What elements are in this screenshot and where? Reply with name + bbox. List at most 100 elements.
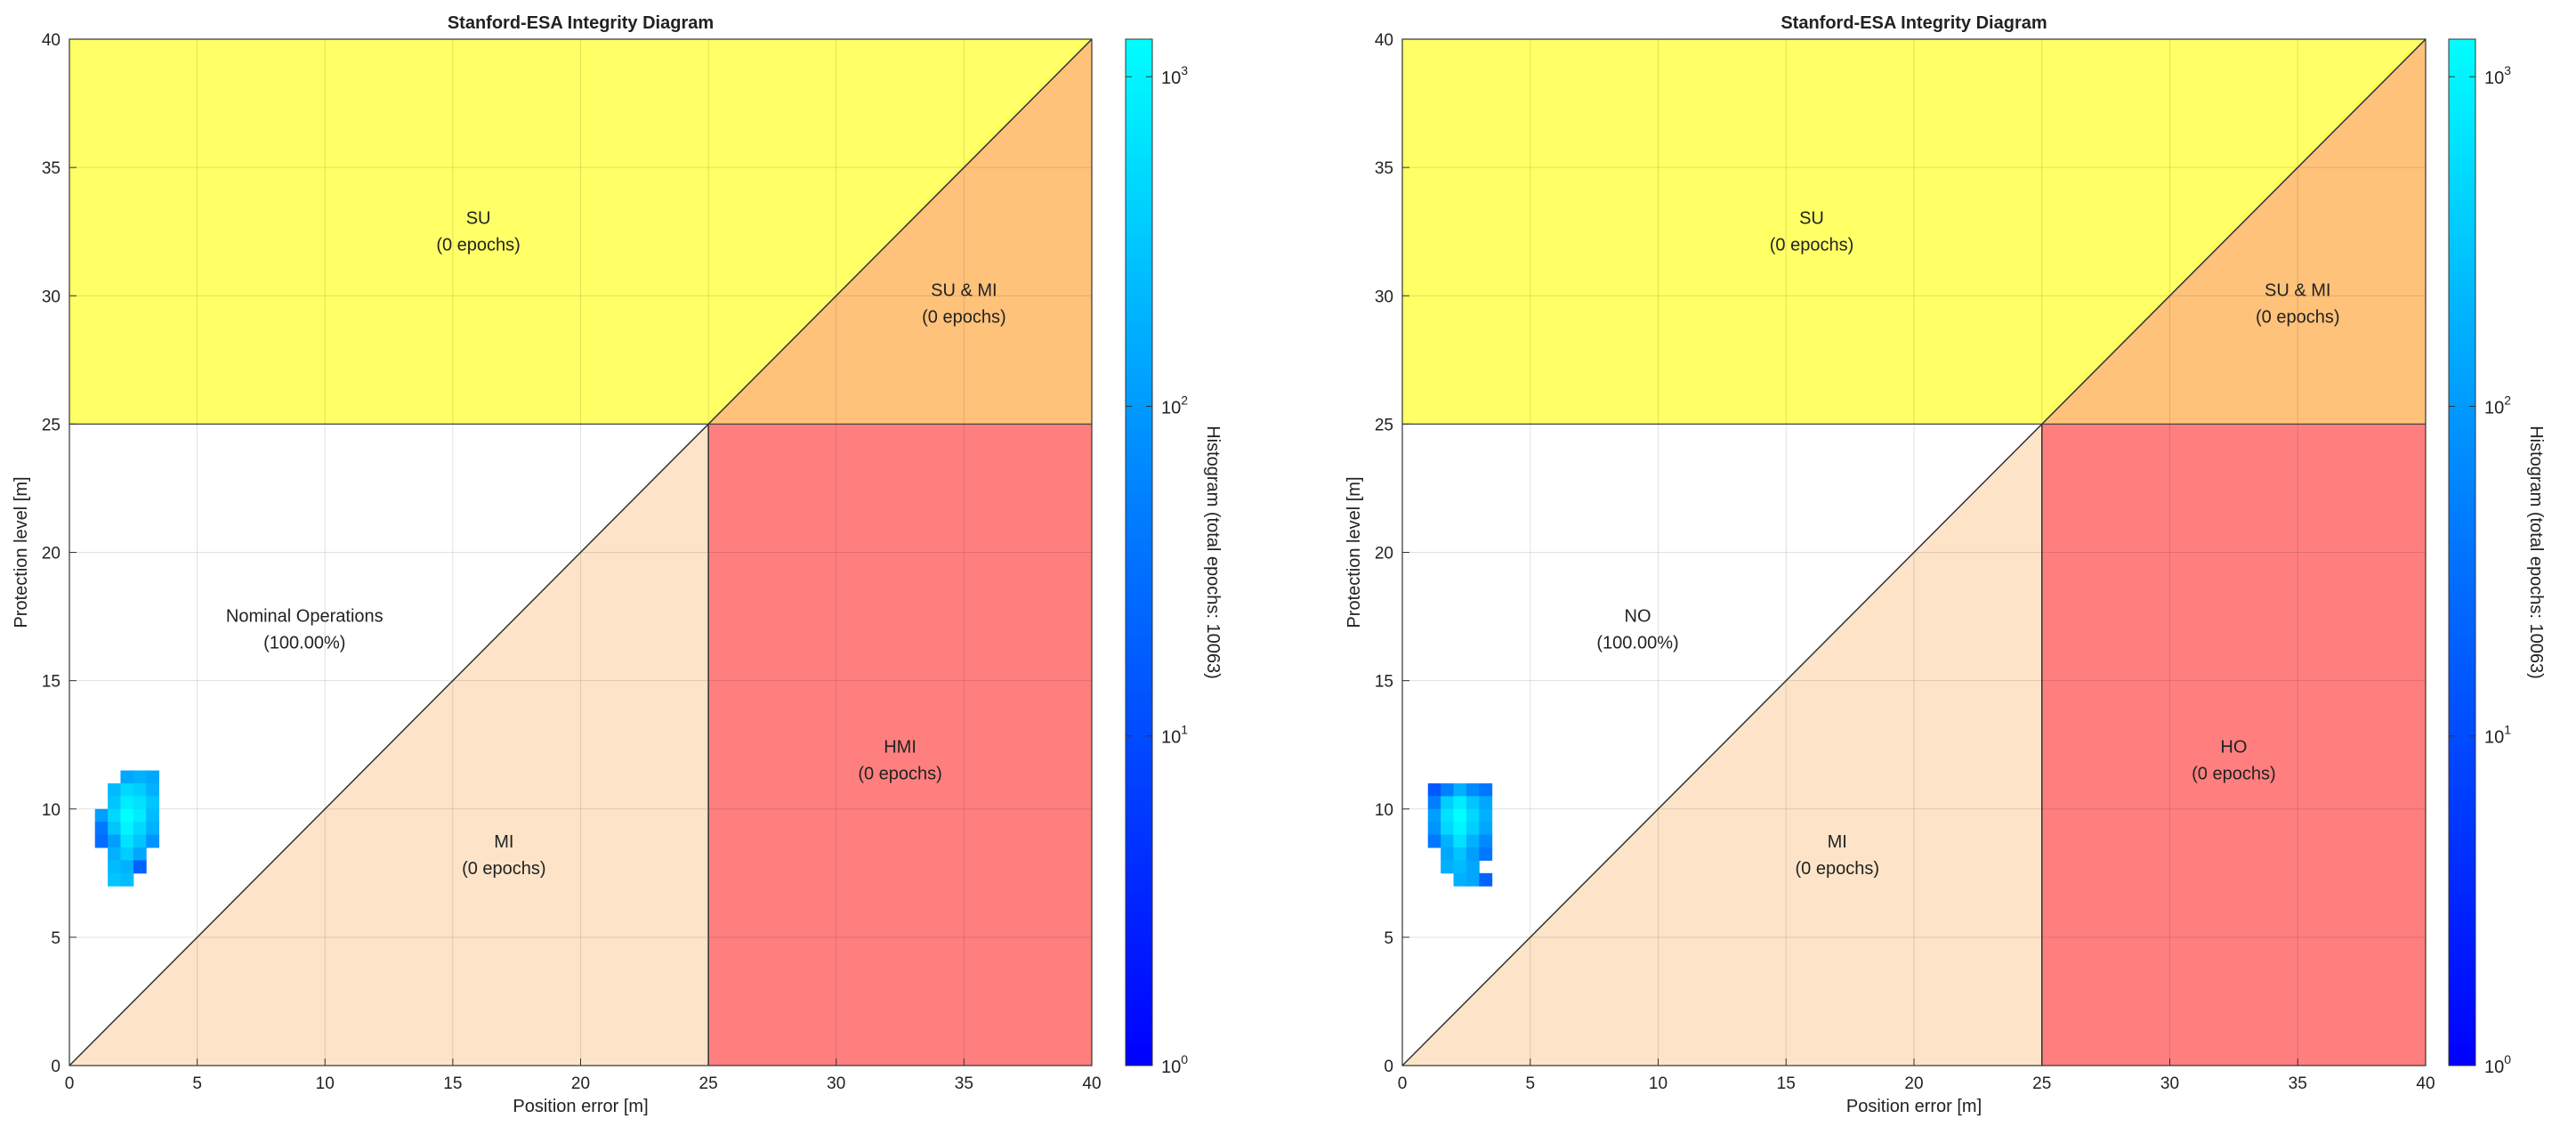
histogram-cell [1427,782,1441,797]
y-tick-label: 20 [1375,545,1393,563]
region-detail-hmi: (0 epochs) [2192,764,2276,783]
histogram-cell [1441,782,1454,797]
histogram-cell [133,847,147,861]
histogram-cell [146,782,160,797]
y-tick-label: 15 [42,673,61,692]
histogram-cell [108,808,121,823]
histogram-cell [1453,782,1467,797]
region-label-mi: MI [494,832,513,852]
x-tick-label: 30 [827,1074,845,1093]
histogram-cell [1479,782,1493,797]
region-detail-mi: (0 epochs) [462,859,546,879]
region-detail-hmi: (0 epochs) [858,764,942,783]
y-tick-label: 40 [42,31,61,50]
histogram-cell [108,782,121,797]
histogram-cell [1466,782,1480,797]
histogram-cell [1453,872,1467,887]
colorbar-tick-label: 101 [2484,723,2511,748]
histogram-cell [146,796,160,810]
histogram-cell [120,770,134,784]
y-tick-label: 0 [51,1058,61,1076]
histogram-cell [1427,808,1441,823]
histogram-cell [1466,860,1480,874]
histogram-cell [1466,847,1480,861]
histogram-cell [120,872,134,887]
x-axis-label: Position error [m] [1846,1097,1982,1116]
region-su [69,39,1092,425]
histogram-cell [108,860,121,874]
histogram-cell [1466,872,1480,887]
region-label-su_mi: SU & MI [931,280,997,300]
region-su [1402,39,2426,425]
histogram-cell [133,834,147,848]
x-tick-label: 20 [1904,1074,1923,1093]
histogram-cell [120,782,134,797]
histogram-cell [1427,822,1441,836]
y-tick-label: 40 [1375,31,1393,50]
histogram-cell [133,796,147,810]
histogram-cell [146,834,160,848]
x-tick-label: 30 [2160,1074,2179,1093]
histogram-cell [1479,834,1493,848]
x-tick-label: 10 [1649,1074,1668,1093]
region-detail-mi: (0 epochs) [1796,859,1880,879]
histogram-cell [1441,847,1454,861]
histogram-cell [1466,796,1480,810]
region-hmi [2041,424,2426,1066]
y-tick-label: 30 [42,288,61,306]
y-tick-label: 25 [1375,416,1393,434]
histogram-cell [108,796,121,810]
histogram-cell [108,847,121,861]
chart-title: Stanford-ESA Integrity Diagram [1781,13,2047,33]
region-detail-no: (100.00%) [263,633,345,653]
y-tick-label: 10 [1375,801,1393,820]
histogram-cell [1453,796,1467,810]
y-tick-label: 0 [1384,1058,1393,1076]
x-tick-label: 35 [955,1074,973,1093]
x-tick-label: 5 [1525,1074,1535,1093]
histogram-cell [133,782,147,797]
colorbar-label: Histogram (total epochs: 10063) [2526,426,2546,679]
region-hmi [708,424,1092,1066]
x-tick-label: 40 [1082,1074,1101,1093]
chart-title: Stanford-ESA Integrity Diagram [448,13,714,33]
histogram-cell [146,822,160,836]
chart-panel-1: 0 5 10 15 20 25 30 35 40 0 5 10 15 20 25 30 35 40 Stanford… [12,13,1223,1116]
histogram-cell [94,808,109,823]
histogram-cell [120,834,134,848]
colorbar-tick-label: 100 [1161,1052,1188,1077]
region-label-no: Nominal Operations [226,606,384,626]
histogram-cell [146,808,160,823]
histogram-cell [1441,860,1454,874]
y-tick-label: 10 [42,801,61,820]
y-tick-label: 35 [1375,159,1393,178]
histogram-cell [1453,860,1467,874]
colorbar-tick-label: 103 [1161,63,1188,88]
histogram-cell [1466,834,1480,848]
region-detail-su_mi: (0 epochs) [2256,307,2340,327]
region-detail-su: (0 epochs) [436,236,521,255]
histogram-cell [1427,796,1441,810]
region-label-su: SU [466,209,491,229]
region-detail-no: (100.00%) [1596,633,1678,653]
region-label-mi: MI [1828,832,1847,852]
histogram-cell [146,770,160,784]
x-tick-label: 0 [65,1074,75,1093]
histogram-cell [108,872,121,887]
histogram-cell [1479,872,1493,887]
histogram-cell [94,822,109,836]
histogram-cell [120,808,134,823]
region-label-su: SU [1799,209,1824,229]
histogram-cell [108,822,121,836]
y-tick-label: 5 [1384,929,1393,948]
colorbar [1125,38,1153,1066]
histogram-cell [120,796,134,810]
histogram-cell [133,822,147,836]
colorbar-tick-label: 102 [2484,393,2511,418]
colorbar-tick-label: 101 [1161,723,1188,748]
region-detail-su: (0 epochs) [1770,236,1854,255]
x-tick-label: 0 [1398,1074,1408,1093]
histogram-cell [133,860,147,874]
histogram-cell [1453,822,1467,836]
